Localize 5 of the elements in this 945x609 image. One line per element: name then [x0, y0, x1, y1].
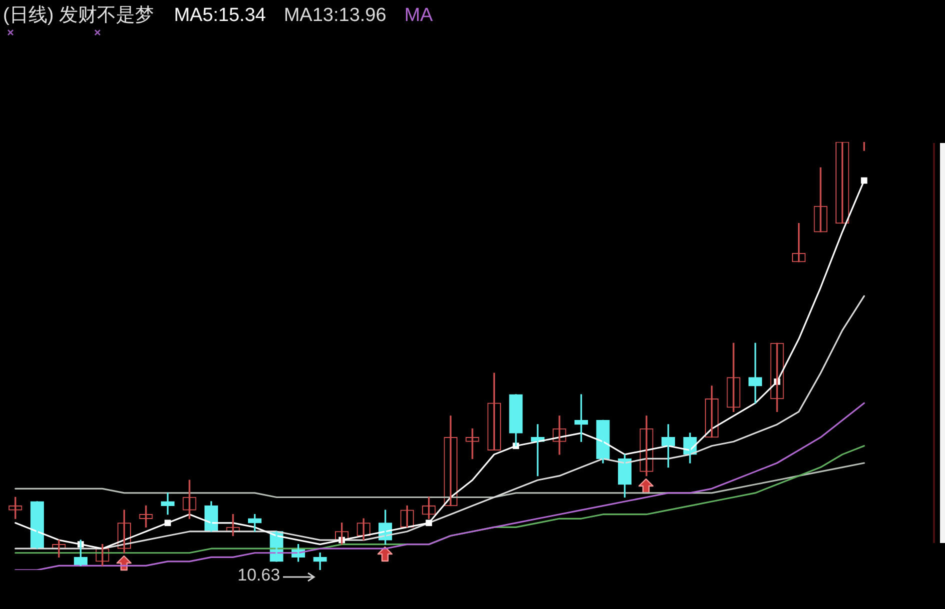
annotation: 10.63 — [238, 566, 280, 585]
text: MA — [404, 5, 433, 26]
text: MA13:13.96 — [284, 5, 386, 26]
chart-title: (日线) 发财不是梦 — [3, 5, 154, 27]
text: MA5:15.34 — [174, 5, 266, 26]
